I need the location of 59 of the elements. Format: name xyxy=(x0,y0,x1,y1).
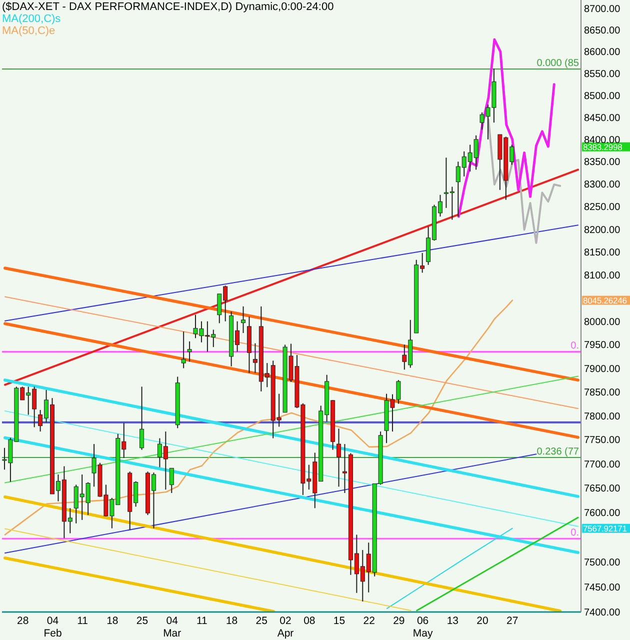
x-tick-label: 18 xyxy=(106,615,118,627)
x-tick-label: 02 Apr xyxy=(277,615,294,640)
y-tick-label: 8150.00 xyxy=(584,248,621,259)
chart-title: ($DAX-XET - DAX PERFORMANCE-INDEX,D) Dynamic,0:00-24:00 xyxy=(2,1,334,13)
candlestick xyxy=(169,468,174,494)
y-tick-label: 7450.00 xyxy=(584,582,621,594)
x-tick-label: 04 Mar xyxy=(163,615,182,640)
y-tick-label: 7850.00 xyxy=(584,387,621,398)
line-series xyxy=(487,118,562,244)
annotation: 0.236 (77 xyxy=(536,446,580,458)
x-tick-label: 27 xyxy=(506,615,518,627)
y-tick-label: 8700.00 xyxy=(584,4,621,16)
x-tick-label: 28 xyxy=(17,615,29,627)
x-tick-label: 25 xyxy=(256,615,268,627)
candlestick xyxy=(140,386,144,450)
y-tick-label: 7950.00 xyxy=(584,340,621,352)
y-tick-label: 8045.26246 xyxy=(583,295,628,306)
x-tick-label: 25 xyxy=(136,615,148,627)
y-tick-label: 7900.00 xyxy=(584,364,621,375)
candlestick xyxy=(241,306,246,334)
y-tick-label: 7500.00 xyxy=(584,558,621,568)
x-tick-label: 06 May xyxy=(412,615,434,640)
x-tick-label: 18 xyxy=(226,615,238,627)
y-tick-label: 8600.00 xyxy=(584,47,621,58)
y-tick-label: 7750.00 xyxy=(584,435,621,446)
x-tick-label: 13 xyxy=(446,615,459,627)
y-tick-label: 8100.00 xyxy=(584,270,621,282)
y-tick-label: 7800.00 xyxy=(584,411,621,422)
y-tick-label: 8450.00 xyxy=(584,112,621,124)
y-tick-label: 8500.00 xyxy=(584,90,621,102)
candlestick xyxy=(181,331,186,369)
text: MA(50,C)e xyxy=(2,25,56,37)
y-tick-label: 8550.00 xyxy=(584,68,621,80)
line-series xyxy=(386,528,513,609)
annotation: 0. xyxy=(570,528,579,539)
annotation: 0. xyxy=(570,340,579,352)
y-tick-label: 8350.00 xyxy=(584,157,621,168)
y-tick-label: 8000.00 xyxy=(584,316,621,328)
x-tick-label: 11 xyxy=(196,615,208,627)
y-tick-label: 7700.00 xyxy=(584,459,621,470)
y-tick-label: 7650.00 xyxy=(584,484,621,495)
text: MA(200,C)s xyxy=(2,13,61,25)
x-tick-label: 20 xyxy=(476,615,489,627)
y-tick-label: 8300.00 xyxy=(584,180,621,191)
x-tick-label: 04 Feb xyxy=(44,615,62,640)
x-tick-label: 08 xyxy=(304,615,316,627)
candlestick xyxy=(187,340,192,362)
y-tick-label: 8200.00 xyxy=(584,224,621,236)
x-tick-label: 22 xyxy=(363,615,376,627)
y-tick-label: 8250.00 xyxy=(584,202,621,214)
x-tick-label: 11 xyxy=(77,615,88,627)
x-tick-label: 15 xyxy=(333,615,346,627)
y-tick-label: 8650.00 xyxy=(584,26,621,37)
y-tick-label: 7600.00 xyxy=(584,508,621,520)
annotation: 0.000 (85 xyxy=(536,58,580,70)
x-tick-label: 29 xyxy=(393,615,405,627)
y-tick-label: 7567.92171 xyxy=(583,523,628,534)
y-tick-label: 7400.00 xyxy=(584,608,621,619)
candlestick xyxy=(336,428,342,488)
